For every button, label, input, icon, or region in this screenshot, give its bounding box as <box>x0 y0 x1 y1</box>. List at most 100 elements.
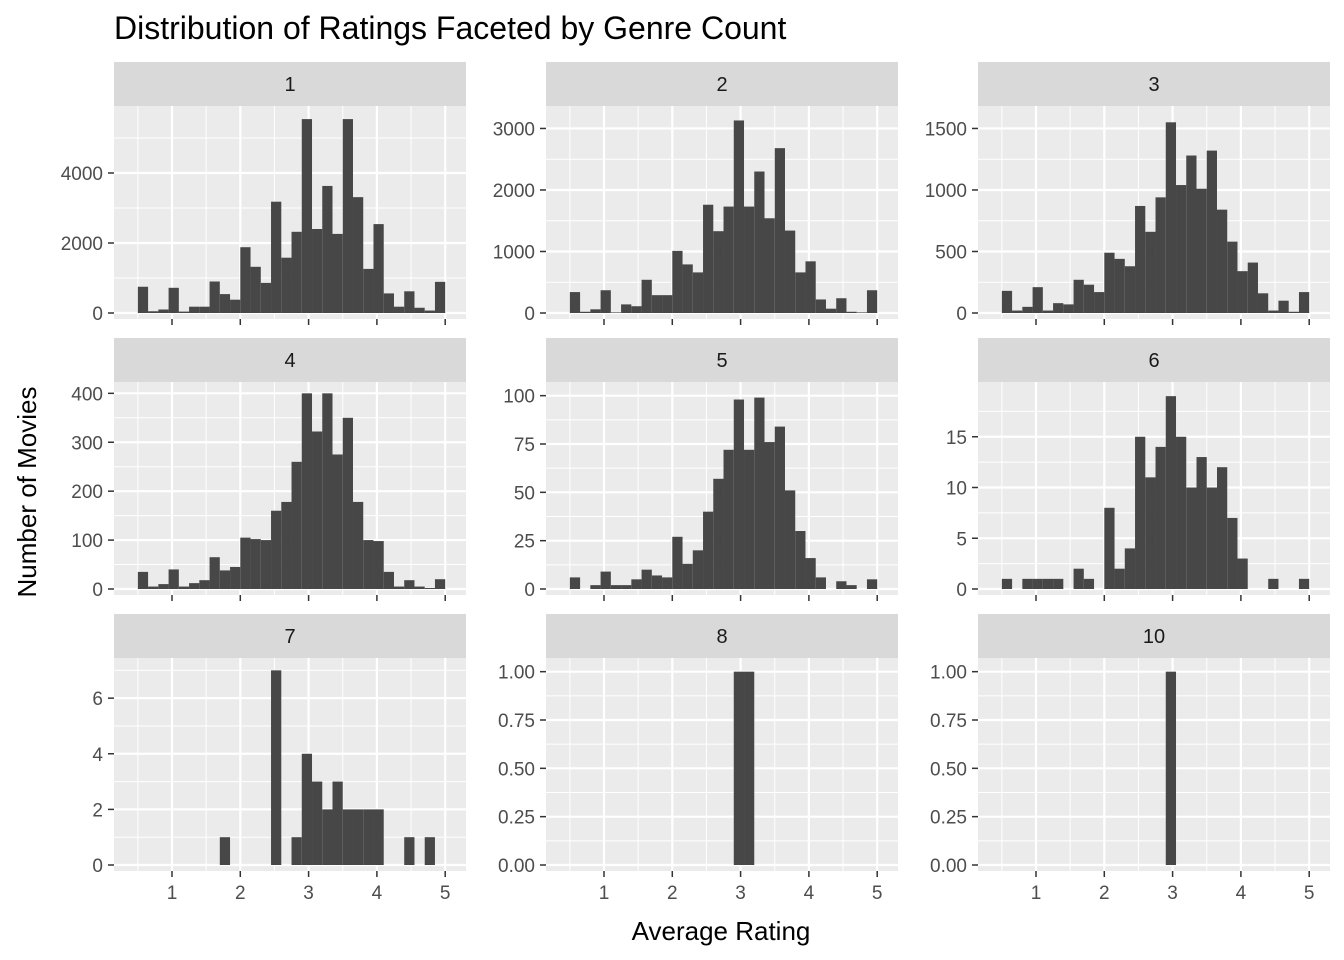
histogram-bar <box>1257 293 1269 313</box>
y-tick-label: 25 <box>514 532 535 553</box>
histogram-bar <box>332 454 343 589</box>
y-tick-label: 5 <box>956 529 967 550</box>
histogram-bar <box>137 286 149 313</box>
histogram-bar <box>713 478 724 589</box>
histogram-bar <box>692 550 704 589</box>
histogram-bar <box>1268 310 1279 313</box>
y-axis-title: Number of Movies <box>12 387 42 598</box>
histogram-bar <box>1124 548 1136 589</box>
histogram-bar <box>342 417 353 589</box>
histogram-bar <box>1001 290 1013 313</box>
histogram-bar <box>610 585 622 589</box>
histogram-bar <box>342 809 353 865</box>
histogram-bar <box>189 583 200 589</box>
histogram-bar <box>352 809 364 865</box>
facet-strip <box>546 62 898 106</box>
y-tick-label: 1.00 <box>498 663 535 684</box>
facet-strip-label: 7 <box>284 626 295 648</box>
histogram-bar <box>219 570 231 589</box>
histogram-bar <box>1165 671 1177 865</box>
facet-strip <box>114 62 466 106</box>
y-tick-label: 400 <box>71 384 103 405</box>
histogram-bar <box>1104 507 1115 589</box>
y-tick-label: 200 <box>71 482 103 503</box>
histogram-bar <box>291 461 302 589</box>
histogram-bar <box>1083 578 1095 589</box>
histogram-bar <box>774 426 785 589</box>
y-tick-label: 0 <box>524 304 535 325</box>
histogram-bar <box>703 511 714 589</box>
histogram-bar <box>291 837 302 865</box>
histogram-bar <box>641 279 652 313</box>
histogram-bar <box>260 282 272 313</box>
y-tick-label: 10 <box>946 479 967 500</box>
x-tick-label: 1 <box>167 883 178 904</box>
histogram-bar <box>301 393 313 589</box>
histogram-bar <box>600 290 611 313</box>
histogram-bar <box>569 292 581 313</box>
histogram-bar <box>1237 558 1248 589</box>
histogram-bar <box>230 299 241 313</box>
histogram-bar <box>199 306 210 313</box>
histogram-bar <box>836 298 847 313</box>
y-tick-label: 0 <box>92 580 103 601</box>
facet-strip-label: 8 <box>716 626 727 648</box>
facet-strip-label: 5 <box>716 350 727 372</box>
histogram-bar <box>733 120 745 313</box>
y-tick-label: 3000 <box>493 119 535 140</box>
histogram-bar <box>1063 304 1074 313</box>
histogram-bar <box>209 557 220 589</box>
histogram-bar <box>1145 231 1156 313</box>
histogram-bar <box>1073 568 1084 589</box>
panel-background <box>978 658 1330 871</box>
histogram-bar <box>1176 185 1187 313</box>
facet-panels: 1020004000201000200030003050010001500401… <box>61 62 1330 904</box>
y-tick-label: 0.25 <box>498 808 535 829</box>
y-tick-label: 75 <box>514 435 535 456</box>
y-tick-label: 4 <box>92 745 103 766</box>
histogram-bar <box>1298 292 1310 313</box>
y-tick-label: 1000 <box>493 242 535 263</box>
histogram-bar <box>846 311 857 313</box>
histogram-bar <box>1073 279 1084 313</box>
x-tick-label: 2 <box>667 883 678 904</box>
histogram-bar <box>795 272 806 313</box>
histogram-bar <box>271 510 282 589</box>
x-tick-label: 5 <box>440 883 451 904</box>
histogram-bar <box>1206 487 1217 589</box>
facet-strip <box>546 338 898 382</box>
histogram-bar <box>580 311 591 313</box>
histogram-bar <box>178 311 190 313</box>
histogram-bar <box>1165 396 1177 589</box>
histogram-bar <box>352 501 364 589</box>
histogram-bar <box>383 571 394 589</box>
histogram-bar <box>1288 311 1299 313</box>
histogram-bar <box>713 231 724 313</box>
x-tick-label: 3 <box>303 883 314 904</box>
histogram-bar <box>312 229 323 313</box>
histogram-bar <box>260 540 272 589</box>
histogram-bar <box>733 671 745 865</box>
histogram-bar <box>209 281 220 313</box>
histogram-bar <box>600 571 611 589</box>
x-tick-label: 4 <box>1236 883 1247 904</box>
histogram-bar <box>1114 568 1125 589</box>
histogram-bar <box>373 224 384 313</box>
histogram-bar <box>805 261 816 313</box>
histogram-bar <box>1268 578 1279 589</box>
histogram-bar <box>424 310 435 313</box>
histogram-bar <box>641 569 652 589</box>
facet-panel-6: 6 0 5 10 15 <box>946 338 1330 601</box>
histogram-bar <box>281 257 292 313</box>
y-tick-label: 100 <box>71 531 103 552</box>
x-tick-label: 1 <box>599 883 610 904</box>
x-tick-label: 2 <box>235 883 246 904</box>
histogram-bar <box>393 306 405 313</box>
histogram-bar <box>250 539 261 589</box>
histogram-bar <box>199 580 210 589</box>
histogram-bar <box>383 293 394 313</box>
x-tick-label: 3 <box>735 883 746 904</box>
y-tick-label: 500 <box>935 242 967 263</box>
histogram-bar <box>1186 155 1197 313</box>
facet-strip-label: 10 <box>1143 626 1165 648</box>
